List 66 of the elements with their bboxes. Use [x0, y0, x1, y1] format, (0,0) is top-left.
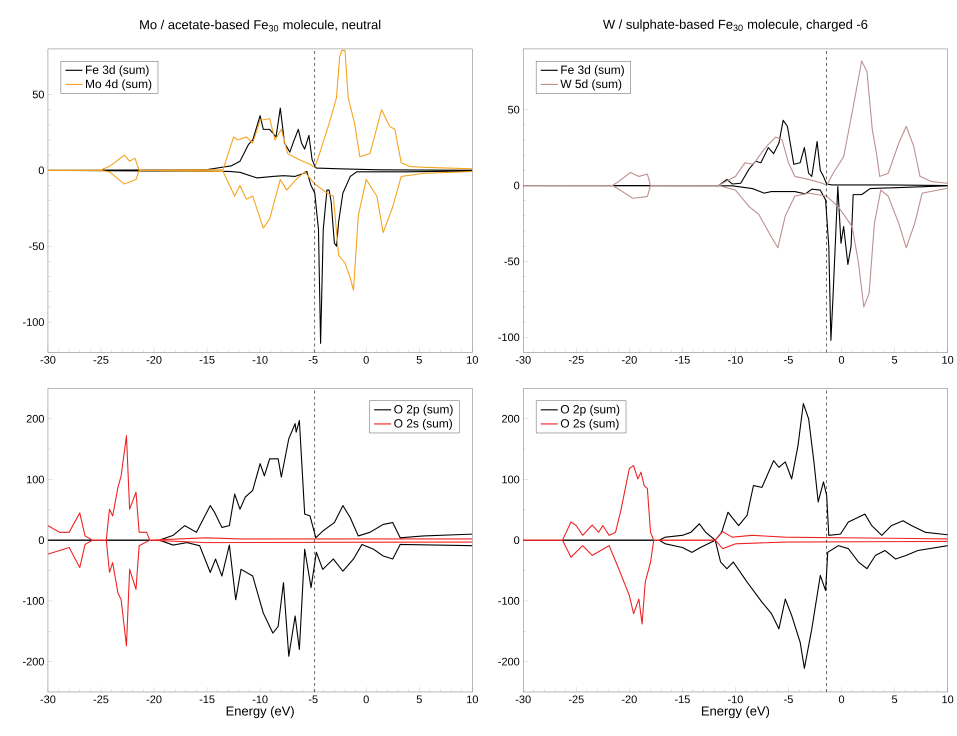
x-tick-label: 10: [942, 696, 954, 704]
x-tick-label: 5: [416, 696, 422, 704]
legend-label: O 2p (sum): [394, 404, 453, 416]
x-axis-title: Energy (eV): [702, 706, 770, 718]
x-tick-label: -25: [94, 356, 108, 364]
x-tick-label: -30: [40, 356, 56, 364]
x-tick-label: -5: [784, 696, 793, 704]
y-tick-label: 0: [38, 166, 44, 174]
legend-label: Fe 3d (sum): [561, 65, 624, 76]
x-tick-label: -5: [308, 356, 318, 364]
chart-title: Mo / acetate-based Fe$_{30}$ molecule, neutral: [140, 20, 380, 32]
chart-title: W / sulphate-based Fe$_{30}$ molecule, charged -6: [602, 19, 868, 32]
y-tick-label: -200: [498, 658, 520, 666]
y-tick-label: -50: [504, 258, 520, 266]
x-tick-label: 0: [838, 696, 844, 704]
y-tick-label: -100: [23, 597, 44, 605]
y-tick-label: 0: [514, 182, 520, 190]
y-tick-label: 200: [502, 414, 520, 423]
x-tick-label: 0: [364, 696, 369, 704]
y-tick-label: -100: [498, 333, 520, 342]
x-tick-label: -20: [146, 696, 162, 704]
y-tick-label: -200: [23, 658, 44, 666]
y-tick-label: 50: [508, 106, 520, 114]
x-tick-label: -20: [622, 356, 637, 364]
x-axis-title: Energy (eV): [226, 706, 294, 718]
x-tick-label: -25: [568, 696, 584, 704]
x-tick-label: -10: [728, 696, 743, 704]
x-tick-label: -30: [516, 356, 531, 364]
y-tick-label: -100: [23, 318, 44, 326]
x-tick-label: -30: [40, 696, 56, 704]
legend-label: Mo 4d (sum): [86, 79, 152, 91]
x-tick-label: 0: [838, 356, 844, 364]
x-tick-label: 5: [892, 356, 898, 364]
y-tick-label: 0: [38, 536, 44, 544]
x-tick-label: -20: [146, 356, 162, 364]
legend-label: Fe 3d (sum): [86, 65, 149, 76]
y-tick-label: 0: [514, 536, 520, 544]
legend-label: O 2s (sum): [394, 418, 452, 430]
x-tick-label: -10: [728, 356, 743, 364]
legend-label: O 2s (sum): [560, 418, 619, 430]
x-tick-label: 5: [416, 356, 422, 364]
legend-label: W 5d (sum): [560, 79, 622, 91]
x-tick-label: 10: [467, 696, 478, 704]
x-tick-label: -20: [622, 696, 637, 704]
x-tick-label: -15: [674, 356, 690, 364]
x-tick-label: -30: [516, 696, 531, 704]
x-tick-label: -15: [200, 356, 215, 364]
y-tick-label: -50: [29, 242, 44, 250]
y-tick-label: 200: [26, 414, 44, 423]
x-tick-label: -10: [252, 696, 268, 704]
y-tick-label: 50: [32, 90, 44, 98]
legend-label: O 2p (sum): [560, 404, 620, 416]
x-tick-label: -5: [784, 356, 793, 364]
y-tick-label: 100: [502, 476, 520, 484]
x-tick-label: -25: [568, 356, 584, 364]
x-tick-label: -25: [94, 696, 108, 704]
x-tick-label: -15: [674, 696, 690, 704]
x-tick-label: 0: [364, 356, 369, 364]
y-tick-label: 100: [26, 476, 44, 484]
x-tick-label: 10: [942, 356, 954, 364]
x-tick-label: 10: [467, 356, 478, 364]
x-tick-label: -15: [200, 696, 215, 704]
y-tick-label: -100: [498, 597, 520, 605]
x-tick-label: 5: [892, 696, 898, 704]
x-tick-label: -5: [308, 696, 318, 704]
x-tick-label: -10: [252, 356, 268, 364]
